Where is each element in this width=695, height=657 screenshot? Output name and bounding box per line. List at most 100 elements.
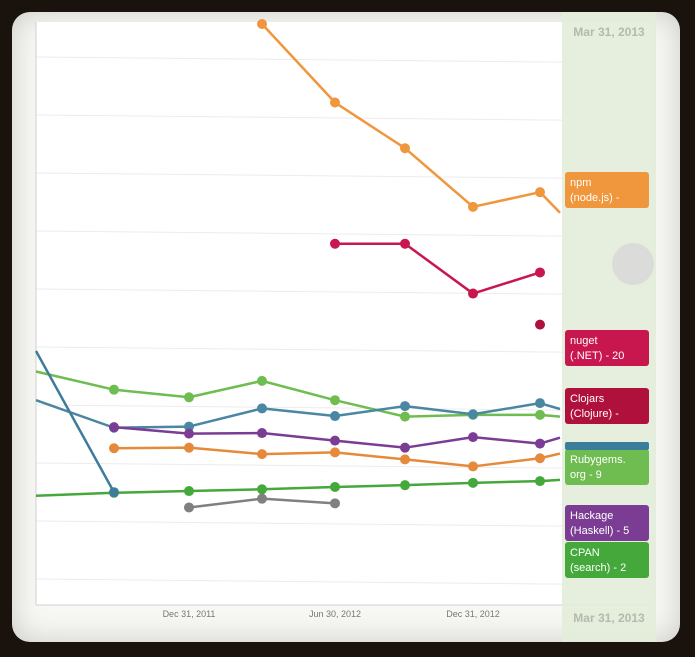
series-label-text: npm [570, 177, 591, 189]
hover-date-top: Mar 31, 2013 [573, 25, 645, 39]
data-point [330, 411, 340, 422]
series-label-box [565, 388, 649, 424]
series-label-box [565, 505, 649, 541]
data-point [535, 476, 545, 487]
data-point [257, 428, 267, 439]
series-label-box [565, 330, 649, 366]
data-point [535, 319, 545, 330]
data-point [400, 401, 410, 412]
series-label-text: (.NET) - 20 [570, 350, 624, 362]
series-line [335, 242, 541, 295]
data-point [400, 442, 410, 453]
series-label-box [565, 449, 649, 485]
grid-line [35, 578, 651, 586]
data-point [400, 480, 410, 491]
series-8 [34, 350, 119, 498]
data-point [535, 453, 545, 464]
series-9 [184, 493, 340, 513]
series-label-6: CPAN (search) - 2 [565, 542, 649, 578]
series-label-1: nuget (.NET) - 20 [565, 330, 649, 366]
data-point [109, 384, 119, 395]
data-point [468, 409, 478, 420]
series-5 [109, 422, 561, 453]
series-label-box [565, 542, 649, 578]
series-label-box-hidden [565, 442, 649, 450]
data-point [184, 502, 194, 513]
series-1 [330, 238, 545, 299]
data-point [330, 395, 340, 406]
data-point [184, 486, 194, 497]
chart-frame: Mar 31, 2013 Mar 31, 2013 Dec 31, 2011 Jun… [12, 12, 680, 642]
data-point [184, 421, 194, 432]
data-point [257, 403, 267, 414]
grid-line [35, 520, 651, 528]
data-point [535, 409, 545, 420]
grid-lines [35, 22, 651, 606]
data-point [109, 422, 119, 433]
data-point [400, 454, 410, 465]
series-label-box [565, 172, 649, 208]
data-point [109, 443, 119, 454]
data-point [330, 481, 340, 492]
x-tick-label: Dec 31, 2011 [163, 609, 216, 619]
data-point [257, 19, 267, 29]
x-tick-label: Jun 30, 2012 [309, 609, 361, 619]
data-point [184, 392, 194, 403]
series-label-text: Clojars [570, 393, 605, 405]
grid-line [35, 288, 651, 296]
data-point [468, 201, 478, 212]
series-label-text: org - 9 [570, 469, 602, 481]
data-point [330, 238, 340, 249]
grid-line [35, 462, 651, 470]
series-label-2: Clojars (Clojure) - [565, 388, 649, 424]
data-point [330, 435, 340, 446]
data-point [257, 493, 267, 504]
data-point [257, 484, 267, 495]
data-point [468, 461, 478, 472]
data-point [535, 438, 545, 449]
x-axis-ticks: Dec 31, 2011 Jun 30, 2012 Dec 31, 2012 [163, 609, 500, 619]
data-point [468, 432, 478, 443]
series-label-text: (search) - 2 [570, 562, 626, 574]
data-point [400, 238, 410, 249]
data-point [330, 498, 340, 509]
x-tick-label: Dec 31, 2012 [446, 609, 500, 619]
series-label-text: nuget [570, 335, 598, 347]
series-4 [35, 398, 561, 433]
series-2 [535, 319, 545, 330]
hover-date-bottom: Mar 31, 2013 [573, 611, 645, 625]
data-point [535, 187, 545, 198]
series-label-text: (Haskell) - 5 [570, 525, 629, 537]
grid-line [35, 404, 651, 412]
series-line [34, 350, 116, 493]
data-point [535, 398, 545, 409]
series-label-5: Hackage (Haskell) - 5 [565, 505, 649, 541]
hover-cursor-marker [612, 243, 654, 285]
data-point [468, 477, 478, 488]
data-point [400, 411, 410, 422]
series-label-0: npm (node.js) - [565, 172, 649, 208]
grid-line [35, 172, 651, 180]
data-point [109, 487, 119, 498]
data-point [257, 449, 267, 460]
series-line [113, 425, 561, 449]
data-point [330, 447, 340, 458]
data-point [184, 428, 194, 439]
series-label-text: Rubygems. [570, 454, 626, 466]
series-label-3: Rubygems. org - 9 [565, 449, 649, 485]
grid-line [35, 230, 651, 238]
series-6 [35, 476, 561, 498]
series-lines [34, 19, 561, 513]
line-chart: Mar 31, 2013 Mar 31, 2013 Dec 31, 2011 Jun… [34, 12, 656, 642]
data-point [184, 442, 194, 453]
series-7 [109, 442, 561, 472]
series-0 [257, 19, 561, 214]
series-label-text: CPAN [570, 547, 600, 559]
grid-line [35, 114, 651, 122]
series-label-text: Hackage [570, 510, 613, 522]
data-point [330, 97, 340, 108]
grid-line [35, 346, 651, 354]
series-line [113, 446, 561, 468]
series-label-text: (node.js) - [570, 192, 620, 204]
plot-area [36, 22, 650, 605]
